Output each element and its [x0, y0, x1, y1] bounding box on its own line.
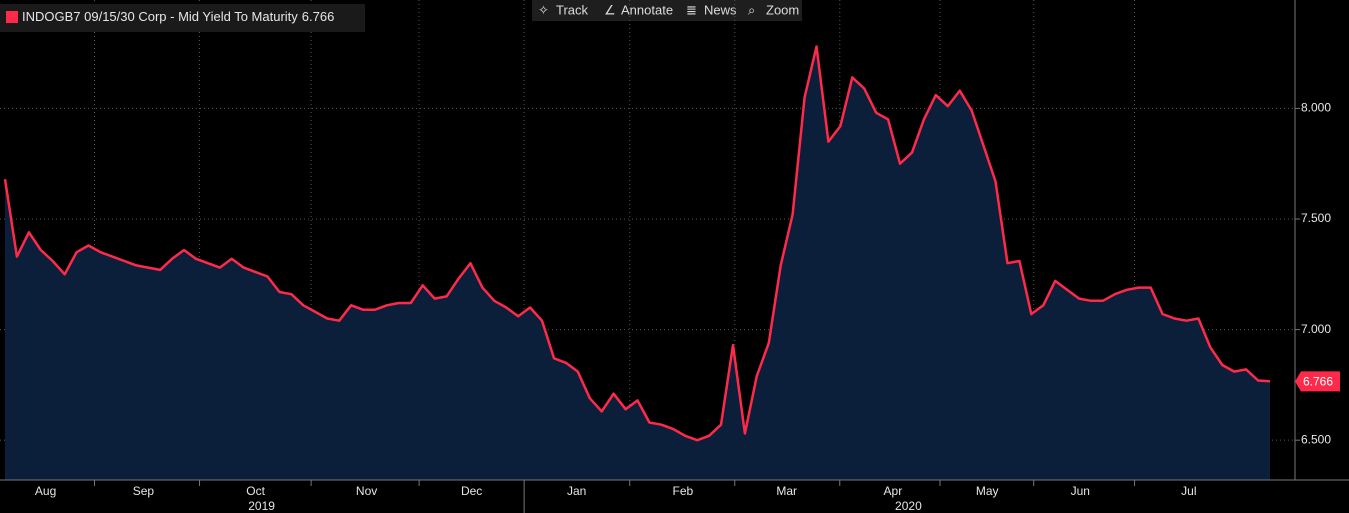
toolbar: ✧ Track ∠ Annotate ≣ News ⌕ Zoom [532, 0, 802, 21]
legend-bg [0, 4, 365, 32]
legend-value: 6.766 [302, 9, 335, 24]
x-tick-label: Jan [567, 484, 586, 498]
button-label[interactable]: Track [556, 2, 589, 17]
icon: ∠ [604, 2, 616, 17]
annotate-button[interactable]: ∠ Annotate [604, 2, 673, 17]
x-tick-label: Jul [1181, 484, 1196, 498]
x-tick-label: Apr [884, 484, 903, 498]
x-tick-label: May [976, 484, 999, 498]
icon: ≣ [686, 2, 697, 17]
legend-text: INDOGB7 09/15/30 Corp - Mid Yield To Mat… [22, 9, 334, 24]
button-label[interactable]: Zoom [766, 2, 799, 17]
news-button[interactable]: ≣ News [686, 2, 737, 17]
button-label[interactable]: News [704, 2, 737, 17]
year-label: 2019 [248, 499, 275, 513]
year-label: 2020 [895, 499, 922, 513]
x-tick-label: Nov [356, 484, 377, 498]
y-tick-label: 7.500 [1301, 211, 1331, 225]
legend: INDOGB7 09/15/30 Corp - Mid Yield To Mat… [0, 4, 365, 32]
x-tick-label: Dec [461, 484, 482, 498]
y-tick-label: 8.000 [1301, 101, 1331, 115]
last-value-label: 6.766 [1303, 375, 1333, 389]
y-tick-label: 7.000 [1301, 322, 1331, 336]
area [5, 46, 1270, 480]
legend-swatch [6, 11, 18, 23]
x-tick-label: Aug [35, 484, 56, 498]
x-tick-label: Sep [133, 484, 155, 498]
track-button[interactable]: ✧ Track [538, 2, 589, 17]
x-tick-label: Jun [1071, 484, 1090, 498]
y-tick-label: 6.500 [1301, 432, 1331, 446]
line [3, 45, 1271, 442]
button-label[interactable]: Annotate [621, 2, 673, 17]
last-value-tag [1295, 371, 1340, 392]
icon: ⌕ [748, 2, 755, 17]
legend-name: INDOGB7 09/15/30 Corp - Mid Yield To Mat… [22, 9, 298, 24]
x-tick-label: Mar [776, 484, 797, 498]
x-tick-label: Oct [246, 484, 265, 498]
zoom-button[interactable]: ⌕ Zoom [748, 2, 799, 17]
x-tick-label: Feb [673, 484, 694, 498]
icon: ✧ [538, 2, 549, 17]
toolbar-bg [532, 0, 802, 21]
